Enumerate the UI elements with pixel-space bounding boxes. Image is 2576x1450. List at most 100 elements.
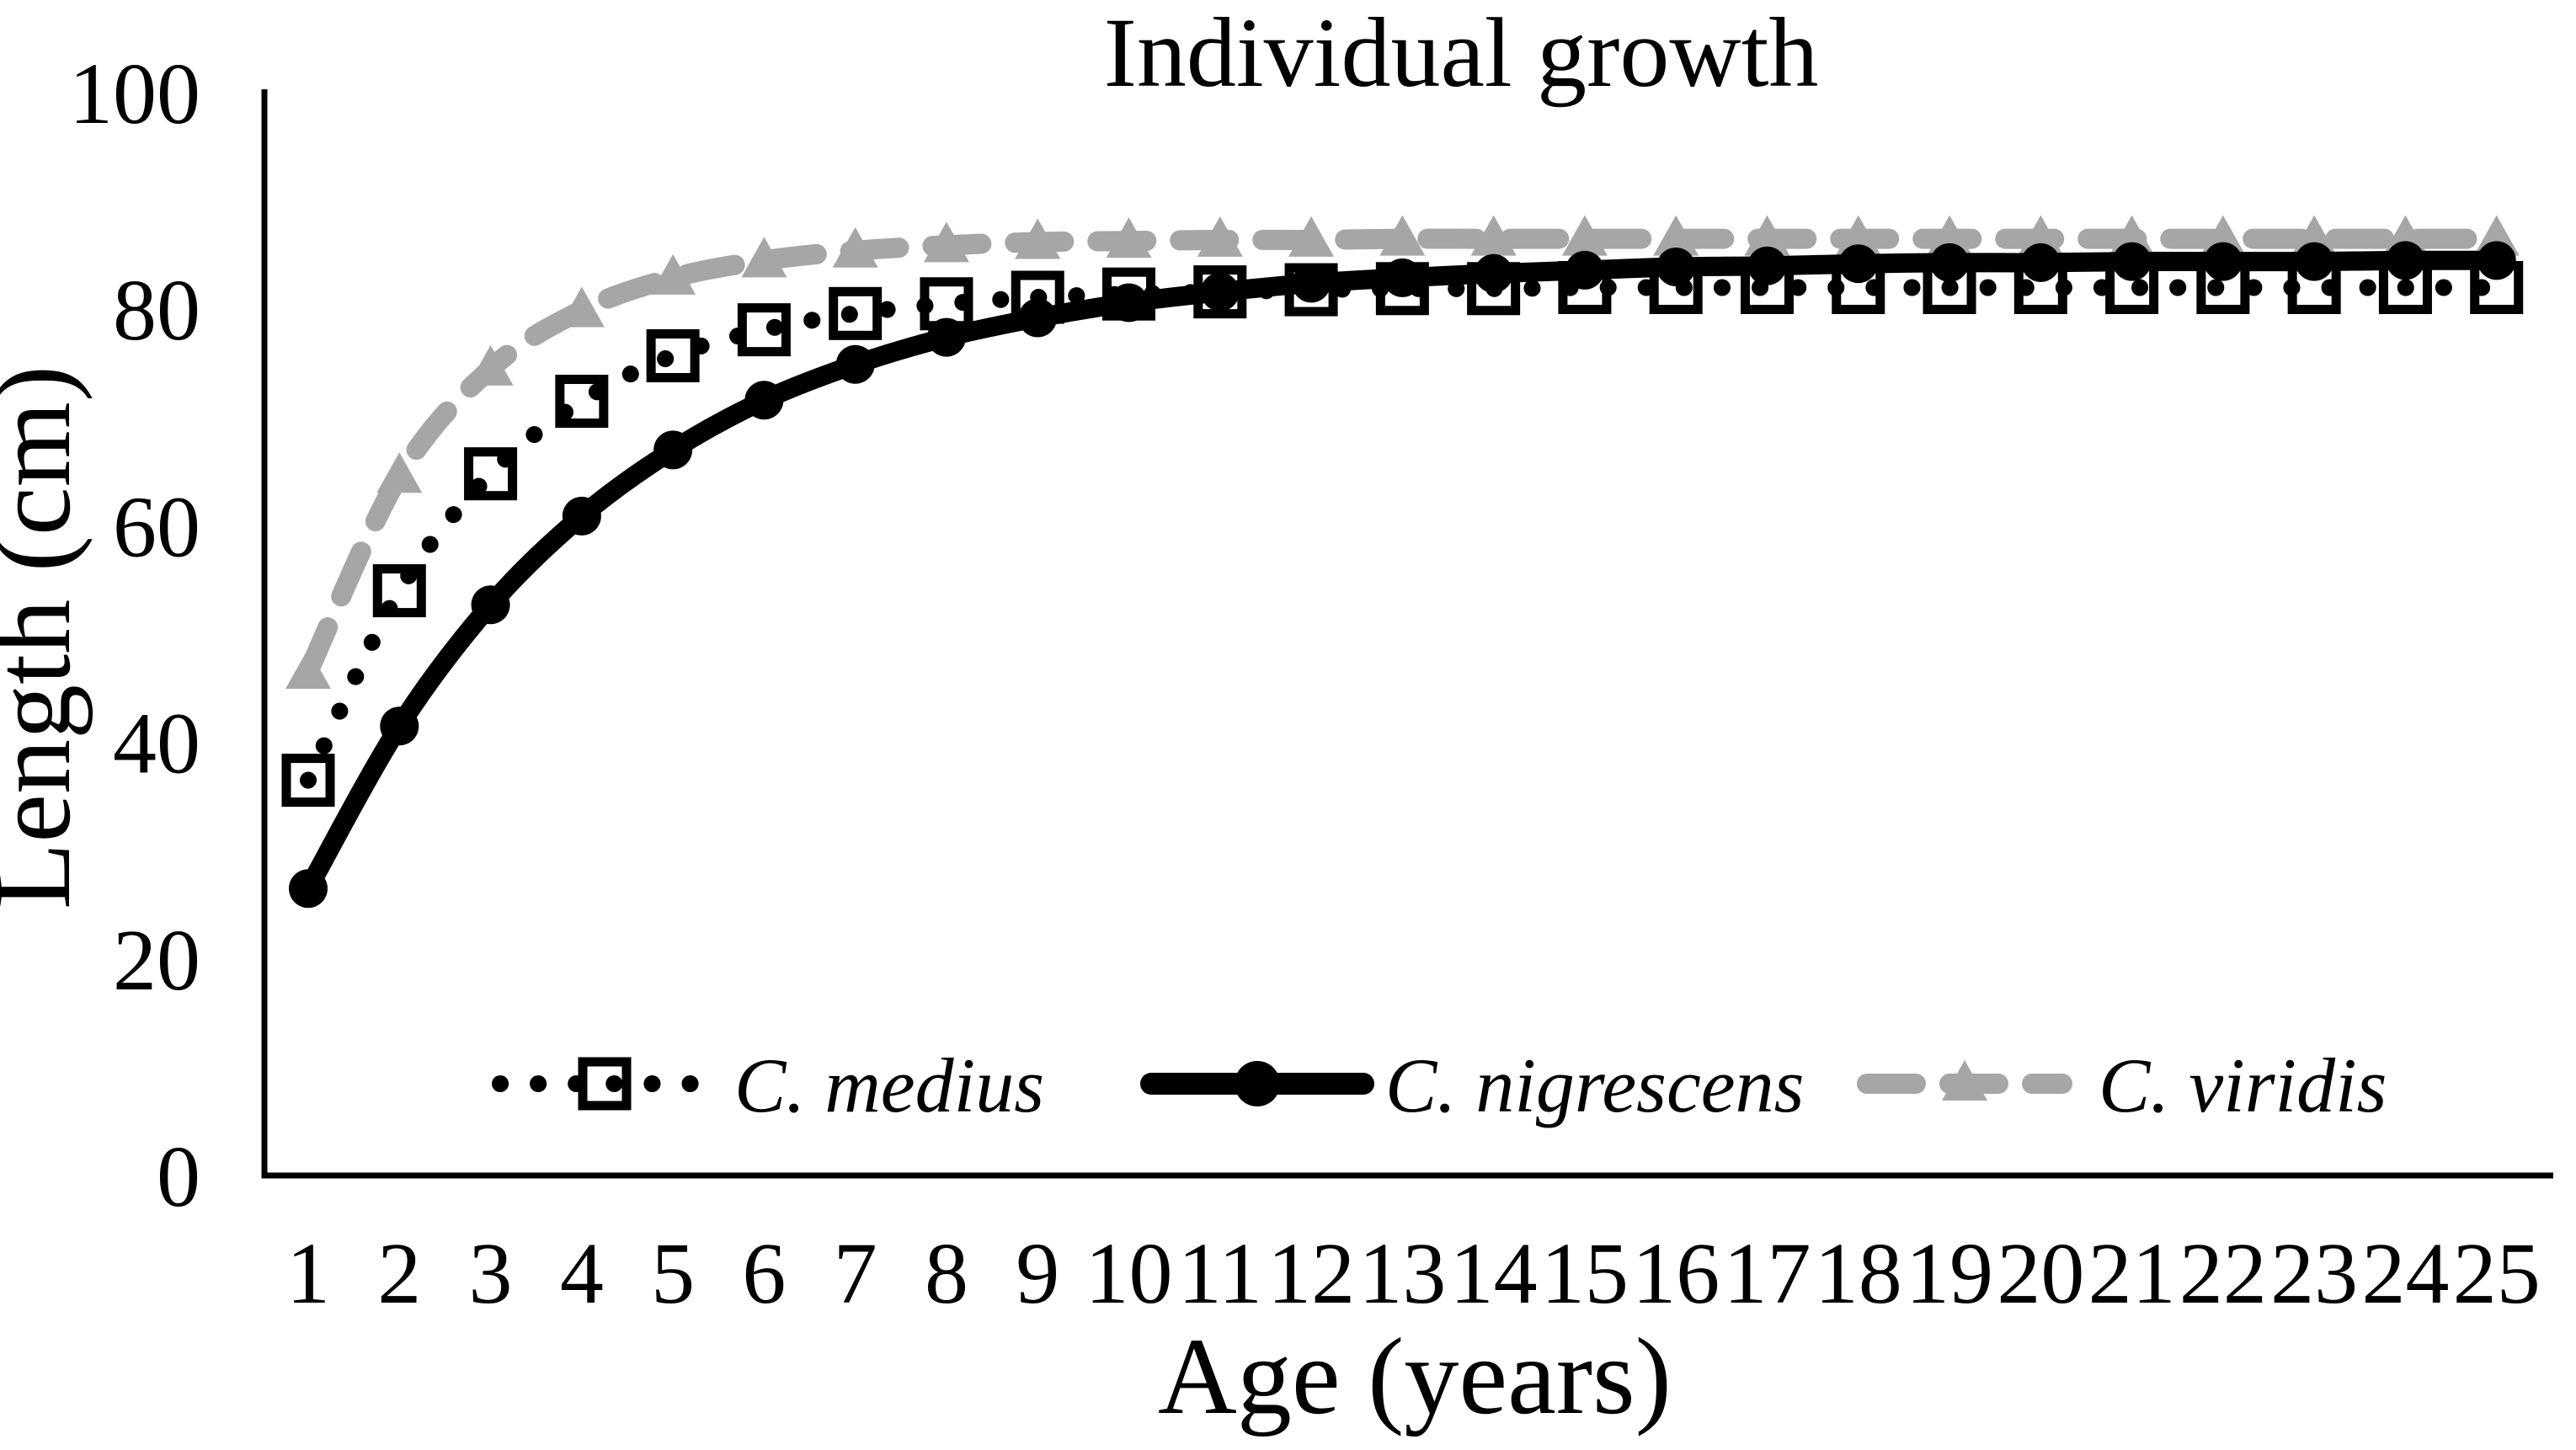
x-tick-label: 4 <box>560 1225 604 1322</box>
series-line-c-medius <box>300 279 2505 789</box>
marker-c-viridis <box>2109 215 2155 256</box>
series-c-nigrescens <box>289 241 2516 909</box>
marker-c-nigrescens <box>2112 242 2152 281</box>
legend: C. medius C. nigrescens C. viridis <box>492 1042 2387 1128</box>
marker-c-nigrescens <box>653 430 693 470</box>
marker-c-viridis <box>1927 215 1973 256</box>
x-tick-label: 13 <box>1358 1225 1446 1322</box>
y-tick-label: 40 <box>113 696 200 792</box>
x-tick-label: 24 <box>2361 1225 2449 1322</box>
series-line-c-viridis <box>298 228 2507 683</box>
marker-c-nigrescens <box>1565 250 1604 290</box>
marker-c-viridis <box>1197 216 1243 257</box>
x-tick-label: 8 <box>925 1225 968 1322</box>
y-tick-label: 60 <box>113 478 200 575</box>
marker-c-viridis <box>923 221 969 263</box>
marker-c-viridis <box>650 253 696 295</box>
x-tick-label: 6 <box>742 1225 786 1322</box>
marker-c-viridis <box>1470 215 1517 256</box>
series-line-c-nigrescens <box>298 250 2507 898</box>
marker-c-medius <box>464 447 518 501</box>
marker-c-viridis <box>741 237 787 278</box>
x-tick-label: 12 <box>1267 1225 1355 1322</box>
marker-c-nigrescens <box>835 344 875 384</box>
y-tick-label: 100 <box>69 45 200 142</box>
marker-c-medius <box>646 328 700 382</box>
x-tick-label: 23 <box>2270 1225 2358 1322</box>
marker-c-viridis <box>376 452 423 493</box>
marker-c-viridis <box>1288 216 1335 257</box>
marker-c-nigrescens <box>926 317 966 357</box>
marker-c-nigrescens <box>1747 246 1787 285</box>
y-axis-title: Length (cm) <box>0 365 93 909</box>
x-axis-title: Age (years) <box>1158 1316 1672 1437</box>
x-tick-label: 16 <box>1632 1225 1720 1322</box>
marker-c-viridis <box>1379 215 1426 256</box>
legend-item-c-nigrescens: C. nigrescens <box>1140 1042 1804 1128</box>
marker-c-viridis <box>2018 215 2064 256</box>
legend-label-c-medius: C. medius <box>734 1042 1044 1128</box>
marker-c-viridis <box>558 286 605 328</box>
marker-c-nigrescens <box>744 381 784 420</box>
marker-c-viridis <box>1835 215 1881 256</box>
marker-c-viridis <box>2200 215 2246 256</box>
x-tick-label: 11 <box>1178 1225 1262 1322</box>
x-tick-label: 1 <box>286 1225 330 1322</box>
marker-c-nigrescens <box>1838 244 1878 284</box>
marker-c-viridis <box>1744 215 1790 256</box>
marker-c-viridis <box>832 227 878 268</box>
marker-c-viridis <box>1561 215 1608 256</box>
marker-c-nigrescens <box>1018 298 1058 338</box>
x-tick-label: 10 <box>1085 1225 1173 1322</box>
x-tick-label: 21 <box>2088 1225 2176 1322</box>
x-tick-label: 5 <box>651 1225 695 1322</box>
legend-label-c-viridis: C. viridis <box>2099 1042 2387 1128</box>
marker-c-nigrescens <box>2295 242 2334 281</box>
legend-marker-c-nigrescens <box>1235 1061 1280 1106</box>
legend-marker-c-viridis <box>1942 1060 1987 1101</box>
x-tick-label: 9 <box>1016 1225 1059 1322</box>
y-tick-label: 80 <box>113 262 200 359</box>
marker-c-nigrescens <box>1656 248 1696 287</box>
marker-c-nigrescens <box>1292 264 1331 303</box>
y-tick-label: 20 <box>113 912 200 1009</box>
marker-c-nigrescens <box>289 869 328 909</box>
marker-c-nigrescens <box>562 496 601 536</box>
x-tick-label: 14 <box>1450 1225 1538 1322</box>
marker-c-medius <box>737 303 791 357</box>
marker-c-nigrescens <box>1200 272 1240 312</box>
marker-c-medius <box>555 375 609 429</box>
marker-c-nigrescens <box>1383 258 1422 297</box>
marker-c-nigrescens <box>380 706 419 746</box>
marker-c-viridis <box>2291 215 2338 256</box>
marker-c-viridis <box>285 648 331 690</box>
marker-c-nigrescens <box>1474 253 1513 293</box>
marker-c-medius <box>281 754 335 808</box>
series-c-medius <box>281 260 2524 808</box>
x-tick-label: 19 <box>1906 1225 1993 1322</box>
marker-c-nigrescens <box>471 585 510 625</box>
x-tick-label: 25 <box>2453 1225 2541 1322</box>
series-c-viridis <box>285 215 2520 690</box>
y-tick-label: 0 <box>157 1128 200 1225</box>
chart-title: Individual growth <box>1104 0 1819 108</box>
legend-item-c-viridis: C. viridis <box>1857 1042 2387 1128</box>
x-tick-label: 18 <box>1815 1225 1902 1322</box>
marker-c-viridis <box>467 344 514 386</box>
legend-label-c-nigrescens: C. nigrescens <box>1385 1042 1804 1128</box>
marker-c-medius <box>372 564 426 618</box>
legend-item-c-medius: C. medius <box>492 1042 1044 1128</box>
marker-c-nigrescens <box>2021 243 2061 282</box>
marker-c-nigrescens <box>2477 241 2516 280</box>
x-tick-label: 22 <box>2179 1225 2267 1322</box>
x-tick-label: 2 <box>377 1225 421 1322</box>
marker-c-nigrescens <box>1109 283 1149 323</box>
legend-marker-c-medius <box>578 1057 632 1111</box>
marker-c-viridis <box>1015 218 1061 259</box>
x-tick-label: 20 <box>1997 1225 2084 1322</box>
x-tick-label: 3 <box>469 1225 513 1322</box>
x-tick-label: 7 <box>834 1225 877 1322</box>
